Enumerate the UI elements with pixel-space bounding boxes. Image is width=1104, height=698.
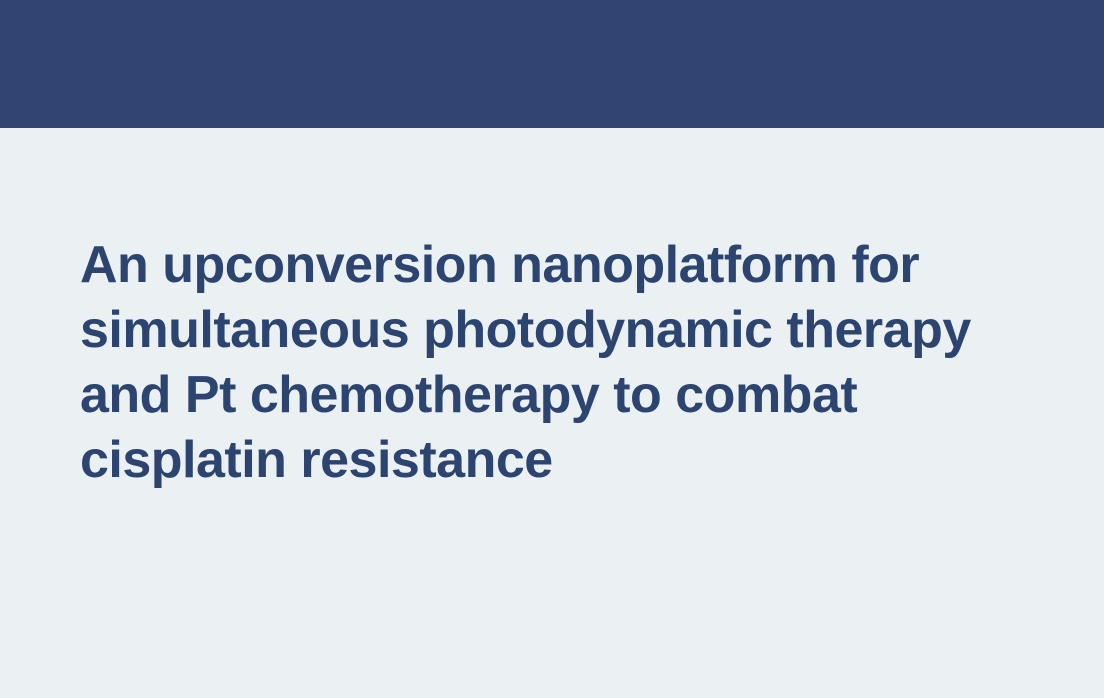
content-area: An upconversion nanoplatform for simulta… [0,128,1104,698]
header-bar [0,0,1104,128]
document-title: An upconversion nanoplatform for simulta… [80,233,1024,493]
